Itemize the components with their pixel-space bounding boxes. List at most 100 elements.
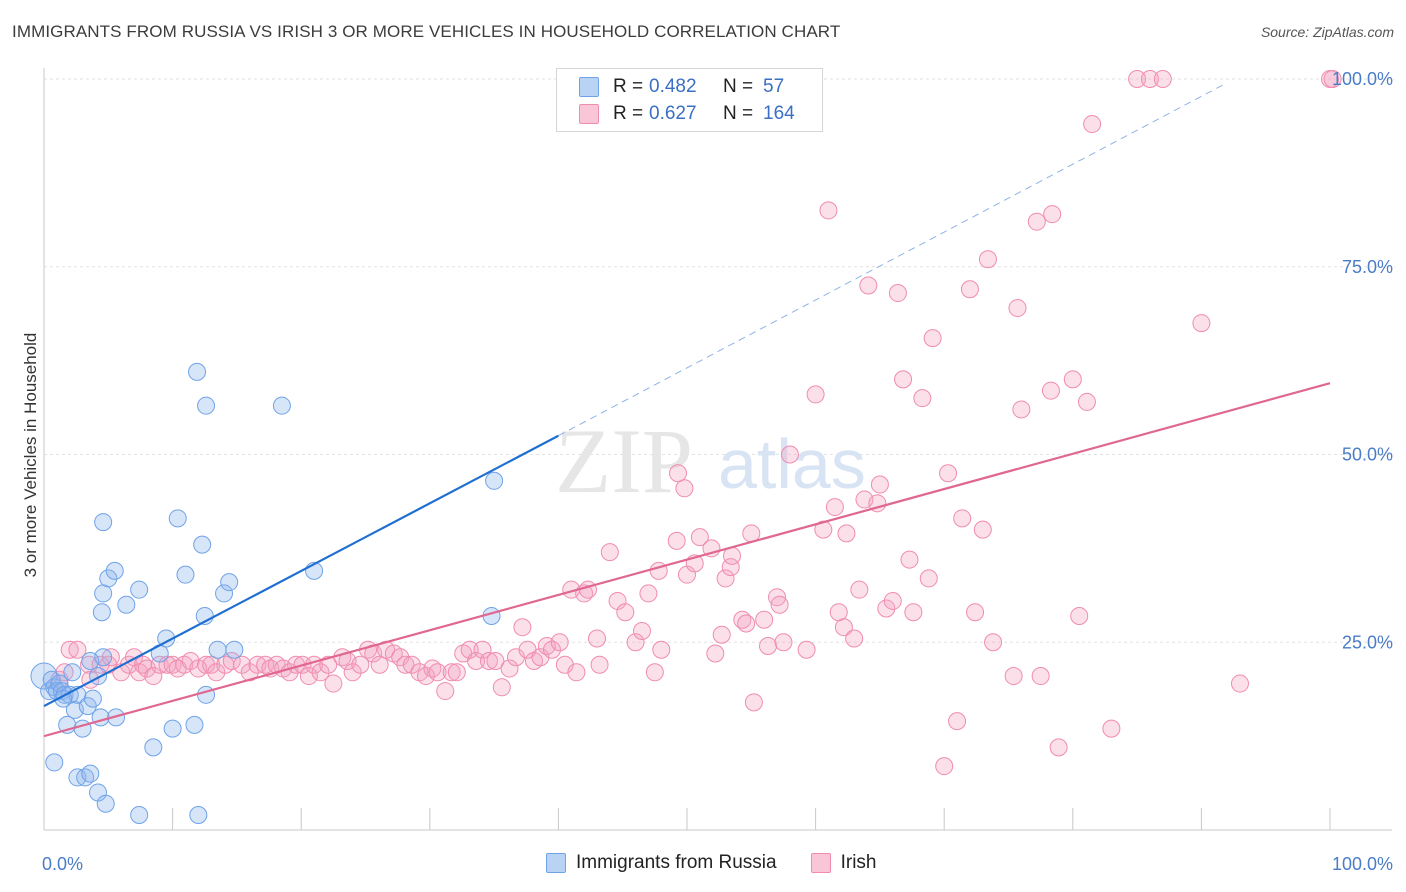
irish-point: [829, 603, 848, 622]
legend-n-label: N =: [723, 76, 754, 97]
irish-point: [935, 757, 954, 776]
irish-point: [904, 603, 923, 622]
irish-point: [460, 640, 479, 659]
irish-point: [513, 618, 532, 637]
irish-point: [1031, 667, 1050, 686]
irish-point: [1049, 738, 1068, 757]
irish-point: [690, 528, 709, 547]
irish-point: [948, 712, 967, 731]
irish-point: [913, 389, 932, 408]
russia-point: [185, 715, 204, 734]
x-tick-label: 100.0%: [1332, 854, 1393, 874]
irish-point: [311, 663, 330, 682]
irish-point: [428, 663, 447, 682]
russia-points: [30, 362, 504, 824]
grid-lines: [44, 78, 1395, 643]
irish-point: [351, 655, 370, 674]
irish-point: [675, 479, 694, 498]
irish-point: [894, 370, 913, 389]
y-tick-labels: 25.0% 50.0% 75.0% 100.0%: [1332, 69, 1393, 652]
irish-point: [479, 652, 498, 671]
russia-point: [81, 764, 100, 783]
russia-point: [105, 561, 124, 580]
irish-point: [900, 550, 919, 569]
irish-point: [68, 640, 87, 659]
irish-point: [626, 633, 645, 652]
russia-point: [208, 640, 227, 659]
series-legend-russia: Immigrants from Russia: [546, 852, 777, 874]
irish-point: [759, 637, 778, 656]
irish-point: [883, 591, 902, 610]
irish-point: [416, 667, 435, 686]
irish-point: [324, 674, 343, 693]
watermark-atlas: atlas: [718, 425, 866, 503]
russia-point: [197, 685, 216, 704]
irish-point: [299, 667, 318, 686]
irish-point: [1004, 667, 1023, 686]
russia-point: [168, 509, 187, 528]
irish-point: [870, 475, 889, 494]
russia-point: [197, 396, 216, 415]
irish-point: [1012, 400, 1031, 419]
y-axis-label: 3 or more Vehicles in Household: [21, 333, 40, 578]
irish-point: [1153, 70, 1172, 88]
irish-point: [1323, 70, 1342, 88]
legend-swatch-russia: [579, 77, 599, 97]
irish-point: [825, 498, 844, 517]
series-label-russia: Immigrants from Russia: [576, 852, 777, 873]
irish-point: [737, 614, 756, 633]
irish-point: [877, 599, 896, 618]
russia-point: [45, 753, 64, 772]
chart-title: IMMIGRANTS FROM RUSSIA VS IRISH 3 OR MOR…: [12, 22, 841, 41]
irish-point: [1192, 314, 1211, 333]
irish-point: [632, 621, 651, 640]
irish-point: [888, 284, 907, 303]
irish-point: [984, 633, 1003, 652]
irish-point: [966, 603, 985, 622]
russia-point: [96, 794, 115, 813]
irish-point: [144, 667, 163, 686]
y-tick-label: 100.0%: [1332, 69, 1393, 89]
irish-point: [645, 663, 664, 682]
irish-point: [486, 652, 505, 671]
russia-point: [193, 535, 212, 554]
irish-point: [1083, 115, 1102, 134]
russia-point: [272, 396, 291, 415]
source-note: Source: ZipAtlas.com: [1260, 24, 1394, 40]
russia-point: [83, 689, 102, 708]
irish-point: [1077, 392, 1096, 411]
irish-point: [850, 580, 869, 599]
irish-point: [1041, 381, 1060, 400]
series-swatch-irish: [810, 853, 831, 873]
irish-point: [600, 543, 619, 562]
irish-point: [1102, 719, 1121, 738]
irish-point: [1063, 370, 1082, 389]
irish-point: [953, 509, 972, 528]
legend-n-label: N =: [723, 103, 754, 124]
russia-point: [225, 640, 244, 659]
irish-point: [639, 584, 658, 603]
irish-point: [1027, 212, 1046, 231]
russia-point: [94, 584, 113, 603]
irish-point: [442, 663, 461, 682]
legend-swatch-irish: [579, 104, 599, 124]
legend-n-value: 164: [763, 103, 795, 124]
irish-point: [973, 520, 992, 539]
irish-point: [222, 652, 241, 671]
irish-point: [667, 531, 686, 550]
irish-point: [319, 655, 338, 674]
russia-point: [99, 569, 118, 588]
irish-point: [780, 445, 799, 464]
irish-trend-line: [43, 382, 1331, 738]
russia-point: [92, 603, 111, 622]
russia-point: [130, 580, 149, 599]
russia-point: [130, 805, 149, 824]
irish-point: [716, 569, 735, 588]
legend-row-russia: R = 0.482 N = 57: [579, 75, 784, 99]
russia-point: [144, 738, 163, 757]
irish-point: [578, 580, 597, 599]
irish-point: [919, 569, 938, 588]
series-legend: Immigrants from Russia Irish: [546, 852, 911, 874]
irish-point: [819, 201, 838, 220]
